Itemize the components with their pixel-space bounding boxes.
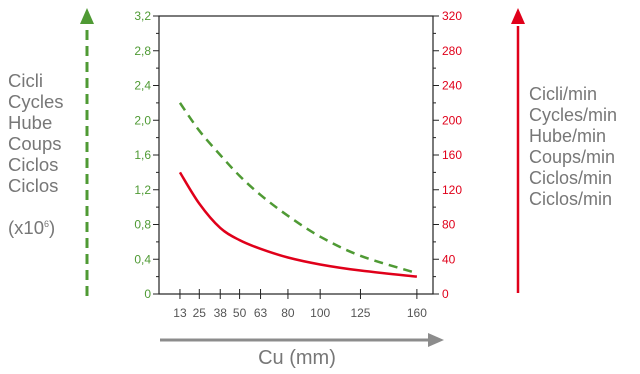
- y-left-tick-label: 2,4: [134, 79, 151, 93]
- series-line-cycles-per-min: [178, 171, 418, 278]
- y-left-unit: (x106): [8, 214, 78, 238]
- series-line-cycles: [178, 102, 418, 275]
- y-left-tick-label: 1,6: [134, 148, 151, 162]
- left-axis-arrow-head: [80, 8, 94, 24]
- y-right-label: Cicli/min: [529, 84, 598, 104]
- y-right-tick-label: 280: [442, 44, 462, 58]
- y-left-tick-label: 3,2: [134, 9, 151, 23]
- x-axis: 13 25 38 50 63 80 100 125 160: [173, 289, 427, 320]
- y-right-tick-label: 120: [442, 183, 462, 197]
- x-tick-label: 25: [193, 306, 207, 320]
- y-right-label: Ciclos/min: [529, 189, 613, 209]
- y-left-label: Ciclos: [8, 175, 59, 196]
- y-right-tick-label: 160: [442, 148, 462, 162]
- x-tick-label: 80: [281, 306, 295, 320]
- y-right-tick-label: 80: [442, 218, 456, 232]
- y-left-unit-suffix: ): [49, 217, 56, 238]
- y-right-label: Ciclos/min: [529, 168, 613, 188]
- y-left-label: Ciclos: [8, 154, 59, 175]
- x-tick-label: 50: [233, 306, 247, 320]
- y-left-axis: 0 0,4 0,8 1,2 1,6 2,0 2,4 2,8 3,2: [134, 9, 159, 301]
- y-left-tick-label: 0,4: [134, 252, 151, 266]
- y-right-tick-label: 240: [442, 79, 462, 93]
- x-tick-label: 13: [173, 306, 187, 320]
- y-right-tick-label: 40: [442, 252, 456, 266]
- y-left-label: Cicli: [8, 70, 43, 91]
- y-left-tick-label: 2,0: [134, 113, 151, 127]
- x-tick-label: 125: [350, 306, 370, 320]
- y-left-label: Cycles: [8, 91, 64, 112]
- x-tick-label: 63: [254, 306, 268, 320]
- y-left-unit-exponent: 6: [44, 219, 50, 229]
- y-right-label: Cycles/min: [529, 105, 618, 125]
- y-left-label: Coups: [8, 133, 62, 154]
- x-tick-label: 100: [310, 306, 330, 320]
- y-left-tick-label: 0: [144, 287, 151, 301]
- x-axis-arrow-head: [428, 333, 444, 347]
- y-right-axis-title: Cicli/min Cycles/min Hube/min Coups/min …: [529, 84, 639, 210]
- y-left-tick-label: 2,8: [134, 44, 151, 58]
- y-left-tick-label: 1,2: [134, 183, 151, 197]
- y-left-label: Hube: [8, 112, 53, 133]
- series-layer: [178, 102, 418, 278]
- y-right-axis: 0 40 80 120 160 200 240 280 320: [433, 9, 462, 301]
- y-right-tick-label: 0: [442, 287, 449, 301]
- y-left-axis-title: Cicli Cycles Hube Coups Ciclos Ciclos (x…: [8, 70, 78, 238]
- right-axis-arrow-head: [511, 8, 525, 24]
- y-right-label: Coups/min: [529, 147, 616, 167]
- y-left-tick-label: 0,8: [134, 218, 151, 232]
- x-tick-label: 38: [214, 306, 228, 320]
- y-right-tick-label: 320: [442, 9, 462, 23]
- x-axis-label: Cu (mm): [258, 347, 336, 369]
- x-tick-label: 160: [407, 306, 427, 320]
- y-right-label: Hube/min: [529, 126, 607, 146]
- y-left-unit-prefix: (x10: [8, 217, 44, 238]
- y-right-tick-label: 200: [442, 113, 462, 127]
- plot-frame: [158, 15, 434, 295]
